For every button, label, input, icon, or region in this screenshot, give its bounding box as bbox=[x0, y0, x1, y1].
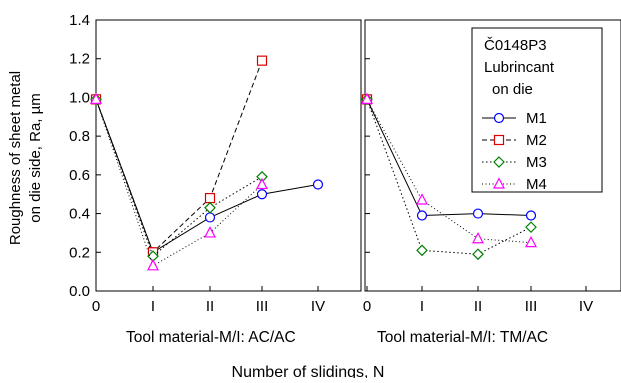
data-point-m2 bbox=[256, 55, 268, 66]
x-tick-label: III bbox=[525, 298, 538, 315]
data-point-m1 bbox=[312, 179, 324, 190]
data-point-m1 bbox=[416, 210, 428, 221]
data-point-m4 bbox=[90, 92, 102, 104]
y-tick-label: 1.2 bbox=[69, 51, 90, 68]
series-m4-right bbox=[361, 92, 537, 248]
data-point-m4 bbox=[416, 193, 428, 205]
y-tick-label: 0.6 bbox=[69, 167, 90, 184]
x-tick-label: 0 bbox=[92, 298, 100, 315]
series-line-m1 bbox=[366, 99, 532, 217]
y-axis-label-line-1: Roughness of sheet metal bbox=[7, 71, 24, 245]
legend-title-line: Lubrincant bbox=[484, 59, 555, 76]
data-point-m1 bbox=[472, 208, 484, 219]
data-point-m4 bbox=[525, 235, 537, 248]
x-axis-label-right-panel: Tool material-M/I: TM/AC bbox=[377, 329, 548, 346]
y-tick-label: 1.4 bbox=[69, 12, 90, 29]
legend-marker-m3 bbox=[493, 156, 505, 168]
x-tick-label: II bbox=[206, 298, 214, 315]
y-tick-label: 0.0 bbox=[69, 283, 90, 300]
legend-title-line: on die bbox=[492, 81, 533, 98]
y-tick-label: 1.0 bbox=[69, 89, 90, 106]
data-point-m4 bbox=[204, 226, 216, 238]
legend-label-m4: M4 bbox=[526, 176, 547, 193]
shared-x-axis-label: Number of slidings, N bbox=[232, 364, 385, 378]
series-line-m3 bbox=[366, 99, 532, 255]
legend: Č0148P3 Lubrincant on die M1 M2 M3 M4 bbox=[471, 27, 603, 193]
data-point-m3 bbox=[204, 201, 216, 214]
legend-title-line: Č0148P3 bbox=[484, 37, 547, 54]
data-point-m4 bbox=[256, 177, 268, 190]
series-line-m3 bbox=[95, 99, 263, 258]
legend-marker-m2 bbox=[493, 134, 505, 146]
x-tick-label: IV bbox=[311, 298, 325, 315]
legend-box bbox=[471, 27, 603, 193]
x-tick-label: III bbox=[256, 298, 269, 315]
y-tick-label: 0.8 bbox=[69, 128, 90, 145]
data-point-m1 bbox=[256, 189, 268, 200]
x-axis-label-left-panel: Tool material-M/I: AC/AC bbox=[126, 329, 296, 346]
legend-marker-m1 bbox=[493, 112, 505, 124]
data-point-m4 bbox=[472, 231, 484, 244]
legend-marker-m4 bbox=[493, 177, 505, 189]
data-point-m1 bbox=[204, 212, 216, 223]
data-point-m4 bbox=[147, 259, 159, 271]
plot-frame-right bbox=[364, 19, 621, 292]
data-point-m4 bbox=[361, 92, 373, 104]
y-tick-label: 0.4 bbox=[69, 206, 90, 223]
series-line-m2 bbox=[95, 60, 263, 254]
data-point-m3 bbox=[416, 244, 428, 257]
y-tick-label: 0.2 bbox=[69, 244, 90, 261]
y-axis-label-line-2: on die side, Ra, µm bbox=[27, 93, 44, 223]
plot-frame-left bbox=[95, 19, 362, 292]
legend-label-m1: M1 bbox=[526, 110, 547, 127]
x-tick-label: I bbox=[420, 298, 424, 315]
plot-layer: 0.00.20.40.60.81.01.21.40 I II III IV 0 I II III… bbox=[69, 12, 621, 315]
x-tick-label: 0 bbox=[363, 298, 371, 315]
legend-label-m2: M2 bbox=[526, 132, 547, 149]
data-point-m2 bbox=[204, 192, 216, 204]
series-m4-left bbox=[90, 92, 268, 271]
series-line-m4 bbox=[95, 99, 263, 267]
data-point-m1 bbox=[525, 210, 537, 221]
x-tick-label: IV bbox=[579, 298, 593, 315]
x-tick-label: I bbox=[151, 298, 155, 315]
data-point-m3 bbox=[472, 248, 484, 261]
x-tick-label: II bbox=[474, 298, 482, 315]
panel-left: 0.00.20.40.60.81.01.21.40 I II III IV bbox=[69, 12, 362, 315]
legend-label-m3: M3 bbox=[526, 154, 547, 171]
data-point-m3 bbox=[525, 221, 537, 233]
series-line-m1 bbox=[95, 99, 319, 254]
